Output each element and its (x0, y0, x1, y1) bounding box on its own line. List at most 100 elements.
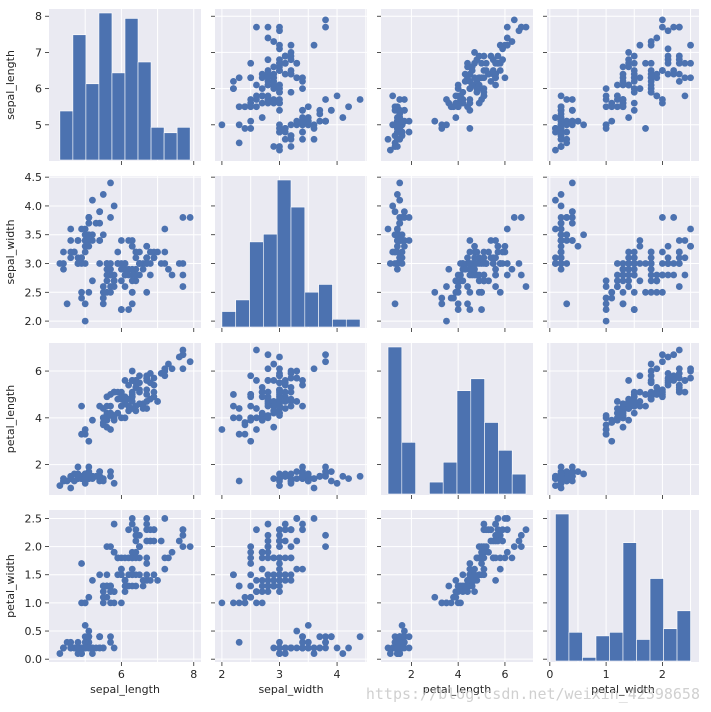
scatter-point (664, 381, 672, 389)
scatter-point (464, 588, 471, 596)
scatter-point (276, 143, 283, 150)
scatter-point (107, 288, 114, 296)
scatter-point (128, 367, 136, 375)
scatter-point (276, 400, 283, 408)
scatter-point (253, 23, 260, 31)
scatter-point (613, 277, 621, 285)
scatter-point (568, 208, 576, 216)
scatter-point (517, 531, 525, 539)
scatter-point (405, 128, 413, 136)
scatter-point (687, 59, 694, 67)
scatter-point (281, 388, 289, 396)
scatter-point (241, 599, 249, 607)
scatter-point (405, 117, 413, 125)
scatter-point (114, 260, 122, 267)
histogram-bar (176, 127, 191, 161)
scatter-point (552, 196, 559, 204)
scatter-point (128, 271, 136, 279)
scatter-point (670, 351, 678, 359)
scatter-point (247, 117, 255, 125)
scatter-point (475, 543, 483, 550)
scatter-point (454, 300, 462, 308)
scatter-point (99, 588, 107, 596)
scatter-point (139, 265, 147, 273)
scatter-point (454, 283, 462, 290)
scatter-point (400, 106, 408, 114)
scatter-point (647, 379, 655, 387)
scatter-point (304, 638, 312, 646)
scatter-point (143, 242, 151, 250)
scatter-point (466, 288, 474, 296)
scatter-point (143, 374, 151, 382)
scatter-point (473, 576, 481, 584)
scatter-point (322, 117, 329, 125)
scatter-point (496, 260, 504, 267)
scatter-point (664, 27, 672, 35)
scatter-point (253, 346, 260, 354)
scatter-point (74, 237, 82, 244)
scatter-point (60, 265, 67, 273)
scatter-point (400, 96, 408, 103)
scatter-point (496, 531, 504, 539)
x-tick-label: 2 (659, 668, 666, 681)
scatter-point (322, 638, 329, 646)
histogram-bar (111, 72, 126, 161)
scatter-point (557, 254, 565, 262)
scatter-point (310, 475, 318, 483)
scatter-point (235, 405, 243, 412)
scatter-point (687, 74, 694, 82)
x-tick-label: 2 (408, 668, 415, 681)
scatter-point (636, 74, 644, 82)
scatter-point (625, 377, 633, 384)
scatter-point (630, 85, 638, 93)
scatter-point (99, 599, 107, 607)
scatter-point (478, 548, 485, 556)
scatter-point (494, 248, 502, 256)
scatter-point (664, 70, 672, 78)
scatter-point (110, 277, 118, 285)
scatter-point (299, 633, 306, 641)
x-tick-label: 6 (118, 668, 125, 681)
scatter-point (276, 565, 283, 573)
scatter-point (241, 430, 249, 438)
scatter-point (438, 294, 446, 302)
scatter-point (675, 59, 683, 67)
scatter-point (143, 537, 151, 545)
scatter-point (653, 74, 661, 82)
scatter-point (552, 146, 559, 154)
scatter-point (150, 374, 158, 382)
scatter-point (659, 358, 666, 366)
scatter-point (552, 482, 559, 490)
x-tick-label: 1 (603, 668, 610, 681)
scatter-point (276, 372, 283, 380)
scatter-point (258, 74, 266, 82)
scatter-point (568, 472, 576, 480)
scatter-point (143, 571, 151, 579)
scatter-point (293, 537, 301, 545)
scatter-point (431, 593, 439, 601)
scatter-point (480, 88, 488, 96)
scatter-point (281, 135, 289, 143)
scatter-point (443, 283, 450, 290)
scatter-point (396, 254, 404, 262)
scatter-point (356, 472, 364, 480)
scatter-point (515, 537, 523, 545)
scatter-point (146, 370, 154, 377)
scatter-point (179, 271, 187, 279)
scatter-point (125, 407, 133, 415)
scatter-point (281, 571, 289, 579)
scatter-point (287, 402, 295, 410)
scatter-point (681, 377, 689, 384)
scatter-point (299, 644, 306, 652)
scatter-point (154, 576, 161, 584)
scatter-point (179, 531, 187, 539)
scatter-point (264, 99, 272, 107)
scatter-point (485, 548, 492, 556)
scatter-point (405, 237, 413, 244)
histogram-bar (456, 390, 472, 495)
scatter-point (322, 633, 329, 641)
scatter-point (557, 265, 565, 273)
scatter-point (613, 414, 621, 422)
scatter-point (557, 463, 565, 471)
scatter-point (270, 554, 278, 562)
